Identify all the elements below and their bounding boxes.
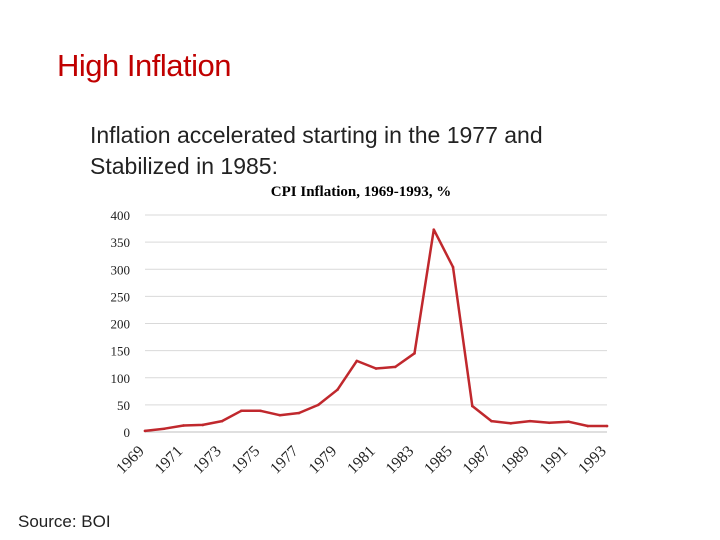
data-point-1982 [393,365,397,369]
x-tick-label-1969: 1969 [113,443,148,478]
y-tick-label-50: 50 [117,398,130,413]
source-note: Source: BOI [18,512,111,531]
series-layer [143,228,609,433]
chart-title: CPI Inflation, 1969-1993, % [271,184,451,200]
data-point-1974 [239,409,243,413]
data-point-1983 [413,352,416,355]
data-point-1990 [547,421,551,425]
y-tick-label-200: 200 [111,317,131,332]
data-point-1973 [220,419,224,423]
data-point-1975 [259,409,262,413]
x-tick-label-1983: 1983 [383,443,418,478]
data-point-1989 [528,419,532,423]
data-point-1980 [355,359,359,363]
data-point-1969 [143,429,147,433]
data-point-1971 [182,424,185,427]
y-tick-label-150: 150 [111,344,131,359]
data-point-1970 [162,427,166,431]
data-point-1988 [509,422,513,425]
data-point-1992 [586,424,590,428]
y-tick-label-350: 350 [111,235,131,250]
subtitle-line-2: Stabilized in 1985: [90,153,278,179]
y-tick-label-0: 0 [124,425,131,440]
y-tick-label-300: 300 [111,262,131,277]
data-point-1987 [490,419,493,423]
data-point-1984 [432,228,436,231]
data-point-1979 [336,388,339,391]
data-point-1991 [567,420,570,423]
y-tick-label-100: 100 [111,371,131,386]
y-tick-label-250: 250 [111,289,131,304]
data-point-1981 [374,367,378,370]
data-point-1976 [278,413,282,417]
x-tick-label-1975: 1975 [229,443,264,478]
data-point-1993 [605,424,609,428]
data-point-1977 [297,411,301,415]
gridlines [145,214,607,433]
data-point-1972 [201,423,205,427]
slide-title: High Inflation [57,48,231,83]
x-tick-label-1981: 1981 [344,443,379,478]
subtitle-line-1: Inflation accelerated starting in the 19… [90,122,543,148]
y-tick-label-400: 400 [111,208,131,223]
x-tick-label-1977: 1977 [267,443,302,478]
data-point-1985 [451,265,455,269]
x-axis-ticks: 1969 1971 1973 1975 1977 1979 1981 1983 1985 1987… [113,443,610,478]
x-tick-label-1989: 1989 [498,443,533,478]
x-tick-label-1993: 1993 [575,443,610,478]
x-tick-label-1991: 1991 [537,443,572,478]
series-line-0 [143,228,609,433]
x-tick-label-1985: 1985 [421,443,456,478]
y-axis-ticks: 0 50 100 150 200 250 300 350 400 [111,208,131,440]
x-tick-label-1973: 1973 [190,443,225,478]
x-tick-label-1987: 1987 [460,443,495,478]
data-point-1978 [316,403,320,407]
x-tick-label-1979: 1979 [306,443,341,478]
data-point-1986 [470,404,474,408]
x-tick-label-1971: 1971 [152,443,187,478]
slide-subtitle: Inflation accelerated starting in the 19… [90,120,650,182]
